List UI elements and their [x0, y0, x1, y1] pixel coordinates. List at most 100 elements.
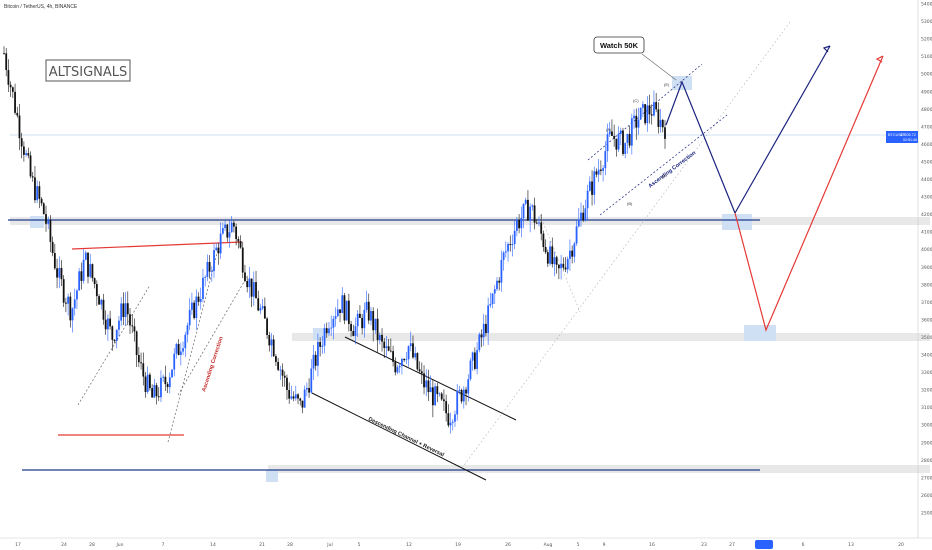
candle-body	[438, 393, 441, 395]
callout-text: Watch 50K	[600, 41, 639, 50]
candle-body	[611, 131, 613, 136]
candle-body	[186, 325, 189, 335]
candle-body	[107, 318, 109, 330]
candle-body	[367, 301, 370, 321]
y-tick-label: 37000.00	[921, 300, 932, 306]
candle-body	[533, 205, 536, 223]
candle-body	[3, 53, 5, 54]
candle-body	[118, 320, 120, 330]
x-tick-label: 5	[577, 542, 580, 548]
y-tick-label: 31000.00	[921, 405, 932, 411]
candle-body	[84, 252, 87, 260]
candle-body	[356, 313, 359, 327]
candle-body	[566, 258, 569, 270]
candle-body	[569, 250, 571, 259]
candle-body	[135, 331, 138, 356]
candle-body	[197, 296, 200, 302]
candle-body	[378, 334, 381, 341]
y-tick-label: 33000.00	[921, 370, 932, 376]
candle-body	[622, 130, 624, 154]
candle-body	[82, 259, 85, 281]
candle-body	[325, 328, 328, 334]
candle-body	[398, 366, 401, 368]
candle-body	[157, 396, 160, 398]
candle-body	[131, 325, 134, 327]
candle-body	[396, 367, 399, 373]
candle-body	[228, 232, 231, 238]
candle-body	[513, 230, 516, 245]
correction-trendline	[177, 274, 249, 396]
candle-body	[414, 353, 417, 358]
candle-body	[480, 334, 483, 338]
projection-down	[665, 80, 736, 214]
candle-body	[500, 260, 503, 283]
candle-body	[515, 220, 518, 231]
candle-body	[263, 306, 266, 319]
candle-body	[76, 290, 78, 300]
candle-body	[202, 277, 204, 299]
candle-body	[659, 119, 662, 127]
candle-body	[5, 53, 8, 71]
y-tick-label: 53000.00	[921, 19, 932, 25]
candle-body	[303, 389, 306, 408]
candle-body	[423, 373, 425, 388]
candle-body	[328, 328, 330, 334]
candle-body	[575, 226, 578, 244]
candle-body	[151, 388, 154, 398]
candle-body	[657, 109, 660, 127]
candle-body	[604, 151, 607, 169]
candle-body	[244, 272, 246, 282]
candle-body	[535, 222, 538, 224]
candle-body	[182, 348, 184, 352]
candle-body	[599, 169, 602, 171]
candle-body	[653, 102, 655, 116]
x-tick-label: 20	[898, 542, 904, 548]
candle-body	[120, 303, 123, 321]
candle-body	[330, 327, 333, 329]
y-tick-label: 46000.00	[921, 142, 932, 148]
candle-body	[436, 386, 439, 395]
candle-body	[339, 309, 341, 313]
candle-body	[16, 112, 19, 116]
x-tick-label: 7	[162, 542, 165, 548]
candle-body	[261, 306, 264, 309]
projection-red	[734, 55, 884, 332]
candle-body	[142, 363, 145, 377]
candle-body	[531, 205, 534, 207]
candle-body	[129, 314, 131, 326]
x-tick-label: 28	[287, 542, 293, 548]
candle-body	[445, 401, 448, 414]
candle-body	[504, 251, 507, 253]
x-tick-label: 28	[89, 542, 95, 548]
candle-body	[137, 355, 140, 363]
candle-body	[443, 399, 445, 402]
candle-body	[577, 219, 580, 227]
candlestick-series	[3, 46, 666, 434]
candle-body	[323, 328, 326, 346]
candle-body	[591, 181, 593, 195]
candle-body	[210, 271, 213, 272]
x-tick-label: 24	[61, 542, 67, 548]
candle-body	[608, 131, 611, 135]
candle-body	[64, 302, 67, 304]
candle-body	[405, 359, 408, 361]
y-tick-label: 49000.00	[921, 89, 932, 95]
candle-body	[233, 222, 235, 227]
candle-body	[630, 118, 633, 146]
candle-body	[458, 390, 461, 391]
pullback-dotted	[539, 214, 581, 313]
candle-body	[650, 114, 653, 116]
highlight-box	[744, 325, 776, 341]
y-tick-label: 39000.00	[921, 265, 932, 271]
candle-body	[18, 115, 21, 139]
candle-body	[542, 233, 545, 248]
candle-body	[38, 186, 41, 199]
candle-body	[403, 358, 406, 361]
candle-body	[385, 346, 388, 349]
y-tick-label: 28000.00	[921, 458, 932, 464]
candle-body	[407, 346, 410, 360]
candle-body	[133, 326, 136, 332]
candle-body	[633, 115, 635, 119]
candle-body	[31, 176, 34, 178]
